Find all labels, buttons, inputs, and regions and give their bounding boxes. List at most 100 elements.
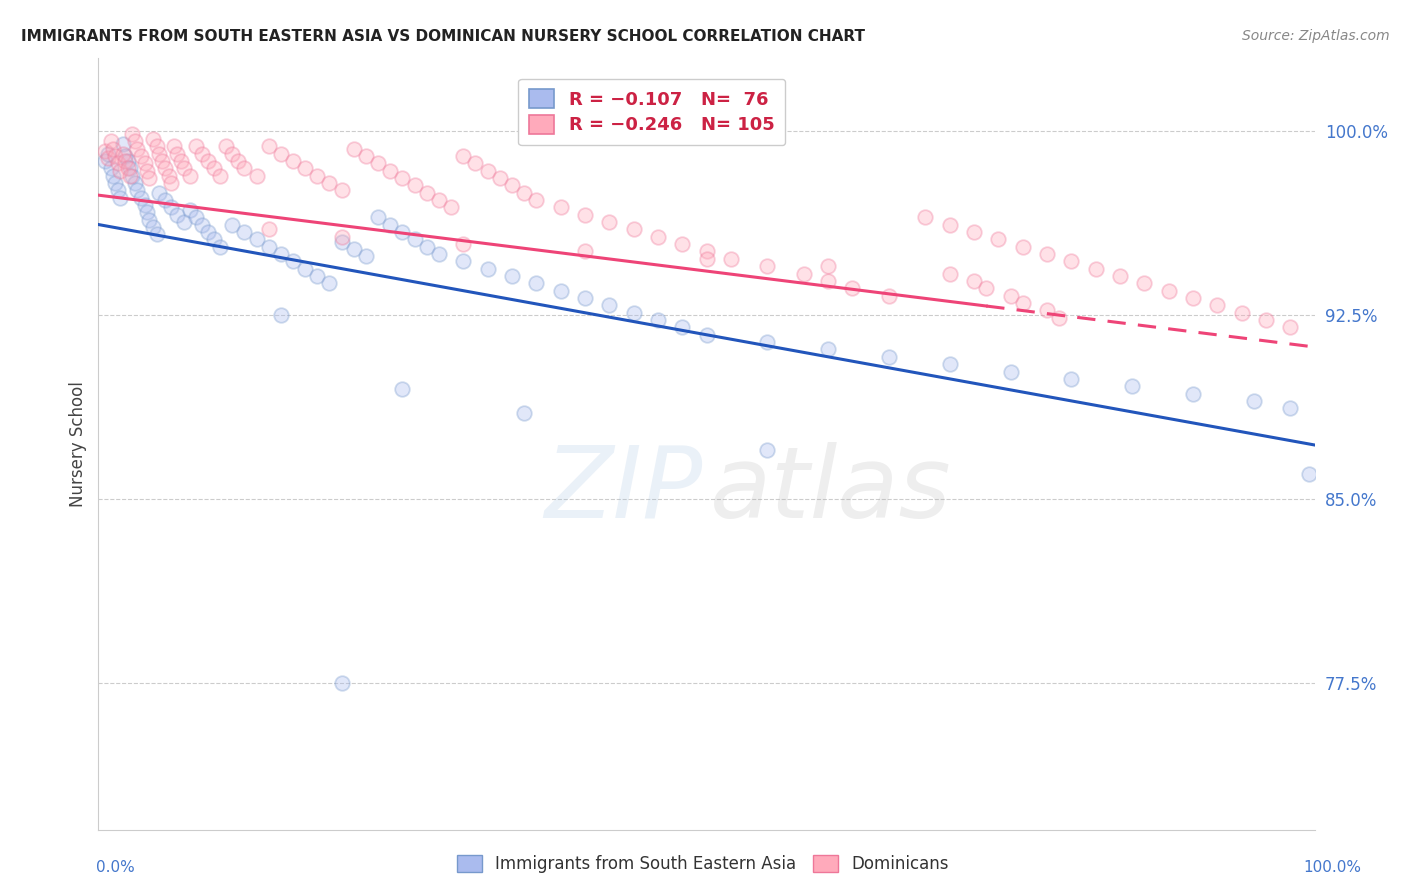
Point <box>110 191 132 205</box>
Point <box>134 198 156 212</box>
Text: Source: ZipAtlas.com: Source: ZipAtlas.com <box>1241 29 1389 43</box>
Point <box>914 210 936 224</box>
Point <box>93 153 115 168</box>
Point <box>453 237 475 252</box>
Point <box>671 320 693 334</box>
Point <box>343 242 366 256</box>
Point <box>184 210 207 224</box>
Point <box>574 244 596 259</box>
Point <box>233 225 256 239</box>
Point <box>524 277 547 291</box>
Point <box>114 149 136 163</box>
Point <box>939 218 962 232</box>
Point <box>550 284 572 298</box>
Point <box>129 149 152 163</box>
Point <box>488 171 510 186</box>
Point <box>146 227 169 242</box>
Point <box>391 171 413 186</box>
Point <box>173 161 195 176</box>
Point <box>179 169 201 183</box>
Point <box>513 186 536 200</box>
Point <box>179 202 201 217</box>
Point <box>939 357 962 371</box>
Point <box>121 169 143 183</box>
Point <box>440 201 463 215</box>
Point <box>939 267 962 281</box>
Point <box>1000 364 1022 378</box>
Point <box>245 232 267 246</box>
Point <box>1254 313 1277 327</box>
Point <box>160 201 183 215</box>
Point <box>1182 291 1205 305</box>
Point <box>142 219 165 234</box>
Point <box>513 406 536 420</box>
Point <box>307 268 329 283</box>
Point <box>550 201 572 215</box>
Point <box>118 161 141 176</box>
Point <box>93 144 115 158</box>
Point <box>1011 296 1033 310</box>
Point <box>598 298 620 312</box>
Point <box>166 146 188 161</box>
Point <box>416 186 439 200</box>
Point <box>817 259 839 273</box>
Point <box>841 281 863 295</box>
Text: 100.0%: 100.0% <box>1303 861 1361 875</box>
Point <box>380 218 402 232</box>
Point <box>380 163 402 178</box>
Point <box>118 169 141 183</box>
Point <box>100 134 122 148</box>
Point <box>1206 298 1229 312</box>
Point <box>404 178 426 193</box>
Point <box>647 313 669 327</box>
Point <box>163 139 186 153</box>
Point <box>155 193 177 207</box>
Point <box>197 153 219 168</box>
Point <box>1060 372 1083 386</box>
Point <box>574 208 596 222</box>
Point <box>117 153 139 168</box>
Point <box>245 169 267 183</box>
Point <box>202 161 225 176</box>
Point <box>104 149 127 163</box>
Point <box>111 146 134 161</box>
Point <box>1298 467 1320 482</box>
Point <box>97 152 120 166</box>
Point <box>623 306 645 320</box>
Point <box>598 215 620 229</box>
Point <box>501 178 523 193</box>
Point <box>501 268 523 283</box>
Point <box>257 222 280 236</box>
Point <box>233 161 256 176</box>
Point <box>1011 239 1033 253</box>
Point <box>117 161 139 176</box>
Point <box>281 254 304 268</box>
Point <box>318 176 340 190</box>
Point <box>129 191 152 205</box>
Point <box>354 249 377 263</box>
Point <box>270 308 292 322</box>
Point <box>1109 268 1132 283</box>
Point <box>209 239 232 253</box>
Point <box>647 229 669 244</box>
Y-axis label: Nursery School: Nursery School <box>69 381 87 507</box>
Point <box>148 186 170 200</box>
Point <box>107 156 129 170</box>
Point <box>138 212 160 227</box>
Point <box>173 215 195 229</box>
Point <box>817 274 839 288</box>
Point <box>104 176 127 190</box>
Point <box>160 176 183 190</box>
Point <box>756 335 779 350</box>
Point <box>477 163 499 178</box>
Point <box>136 163 159 178</box>
Point <box>257 139 280 153</box>
Point <box>343 142 366 156</box>
Point <box>1230 306 1253 320</box>
Text: IMMIGRANTS FROM SOUTH EASTERN ASIA VS DOMINICAN NURSERY SCHOOL CORRELATION CHART: IMMIGRANTS FROM SOUTH EASTERN ASIA VS DO… <box>21 29 865 44</box>
Point <box>215 139 238 153</box>
Point <box>191 218 214 232</box>
Point <box>221 218 243 232</box>
Text: ZIP: ZIP <box>544 442 703 539</box>
Point <box>294 161 316 176</box>
